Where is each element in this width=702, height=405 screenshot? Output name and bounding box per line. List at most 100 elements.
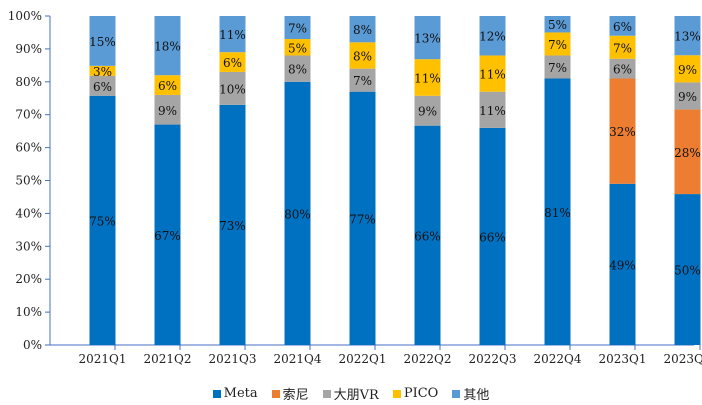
- bar-segment-PICO: [154, 75, 181, 95]
- data-label: 13%: [674, 30, 701, 44]
- bar-segment-大朋VR: [674, 82, 701, 110]
- bar-segment-其他: [544, 16, 571, 33]
- bar-segment-大朋VR: [89, 75, 116, 96]
- data-label: 66%: [479, 230, 506, 244]
- x-tick-label: 2022Q1: [338, 352, 386, 366]
- y-tick-label: 30%: [15, 239, 42, 253]
- data-label: 50%: [674, 264, 701, 278]
- y-tick-label: 40%: [15, 206, 42, 220]
- legend-item: 索尼: [271, 384, 309, 403]
- legend-item: PICO: [392, 384, 439, 403]
- bar-segment-Meta: [89, 95, 116, 346]
- x-tick-label: 2021Q3: [208, 352, 256, 366]
- data-label: 28%: [674, 146, 701, 160]
- data-label: 11%: [479, 68, 506, 82]
- x-tick-label: 2022Q4: [533, 352, 581, 366]
- data-label: 9%: [158, 104, 177, 118]
- bar-segment-其他: [674, 16, 701, 56]
- data-label: 6%: [613, 63, 632, 77]
- bar-segment-索尼: [674, 109, 701, 195]
- y-tick-label: 20%: [15, 272, 42, 286]
- bar-segment-大朋VR: [414, 95, 441, 126]
- stacked-bar-chart: 0%10%20%30%40%50%60%70%80%90%100%75%6%3%…: [8, 9, 702, 366]
- bar-segment-Meta: [414, 125, 441, 346]
- data-label: 11%: [479, 104, 506, 118]
- y-tick-label: 50%: [15, 174, 42, 188]
- legend-swatch: [212, 389, 221, 398]
- bar-segment-Meta: [544, 78, 571, 345]
- legend-swatch: [452, 389, 461, 398]
- data-label: 3%: [93, 65, 112, 79]
- bar-segment-PICO: [284, 39, 311, 56]
- legend-item: 大朋VR: [322, 384, 379, 403]
- data-label: 11%: [219, 28, 246, 42]
- y-tick-label: 80%: [15, 75, 42, 89]
- data-label: 8%: [288, 63, 307, 77]
- legend-swatch: [271, 389, 280, 398]
- legend-label: 大朋VR: [333, 388, 379, 403]
- data-label: 7%: [353, 74, 372, 88]
- bar-segment-索尼: [609, 78, 636, 184]
- legend-item: 其他: [452, 384, 489, 403]
- data-label: 12%: [479, 30, 506, 44]
- bar-segment-Meta: [674, 194, 701, 345]
- bar-segment-大朋VR: [219, 71, 246, 105]
- bar-segment-Meta: [609, 183, 636, 345]
- data-label: 6%: [158, 79, 177, 93]
- data-label: 7%: [288, 22, 307, 36]
- bar-segment-PICO: [479, 55, 506, 92]
- bar-segment-大朋VR: [544, 55, 571, 79]
- x-tick-label: 2021Q2: [143, 352, 191, 366]
- bar-segment-大朋VR: [284, 55, 311, 82]
- y-tick-label: 0%: [23, 338, 42, 352]
- bar-segment-大朋VR: [349, 68, 376, 92]
- bar-segment-其他: [219, 16, 246, 53]
- data-label: 5%: [548, 18, 567, 32]
- bar-segment-其他: [154, 16, 181, 76]
- data-label: 8%: [353, 49, 372, 63]
- data-label: 7%: [548, 61, 567, 75]
- bar-segment-Meta: [219, 104, 246, 345]
- data-label: 73%: [219, 219, 246, 233]
- x-tick-label: 2023Q1: [598, 352, 646, 366]
- data-label: 66%: [414, 229, 441, 243]
- y-tick-label: 90%: [15, 42, 42, 56]
- y-tick-label: 70%: [15, 108, 42, 122]
- data-label: 6%: [613, 20, 632, 34]
- x-tick-label: 2022Q3: [468, 352, 516, 366]
- data-label: 5%: [288, 41, 307, 55]
- legend-label: PICO: [403, 386, 439, 401]
- data-label: 7%: [613, 41, 632, 55]
- data-label: 13%: [414, 32, 441, 46]
- data-label: 81%: [544, 206, 571, 220]
- data-label: 15%: [89, 35, 116, 49]
- bar-segment-PICO: [674, 55, 701, 83]
- bar-segment-PICO: [609, 35, 636, 59]
- y-tick-label: 10%: [15, 305, 42, 319]
- x-tick-label: 2021Q1: [78, 352, 126, 366]
- x-tick-label: 2023Q2: [663, 352, 702, 366]
- data-label: 75%: [89, 214, 116, 228]
- bar-segment-大朋VR: [609, 58, 636, 79]
- x-tick-label: 2021Q4: [273, 352, 321, 366]
- data-label: 9%: [678, 90, 697, 104]
- legend: Meta 索尼 大朋VR PICO 其他: [0, 384, 702, 403]
- bar-segment-PICO: [219, 52, 246, 72]
- data-label: 10%: [219, 82, 246, 96]
- bar-segment-PICO: [349, 42, 376, 69]
- bar-segment-Meta: [154, 124, 181, 345]
- data-label: 11%: [414, 71, 441, 85]
- bar-segment-其他: [609, 16, 636, 36]
- y-tick-label: 100%: [8, 9, 42, 23]
- legend-label: Meta: [223, 386, 258, 401]
- bar-segment-其他: [414, 16, 441, 60]
- bar-segment-其他: [284, 16, 311, 40]
- data-label: 32%: [609, 125, 636, 139]
- data-label: 67%: [154, 229, 181, 243]
- data-label: 80%: [284, 207, 311, 221]
- legend-label: 索尼: [282, 388, 309, 403]
- bar-segment-Meta: [479, 127, 506, 345]
- legend-swatch: [322, 389, 331, 398]
- x-tick-label: 2022Q2: [403, 352, 451, 366]
